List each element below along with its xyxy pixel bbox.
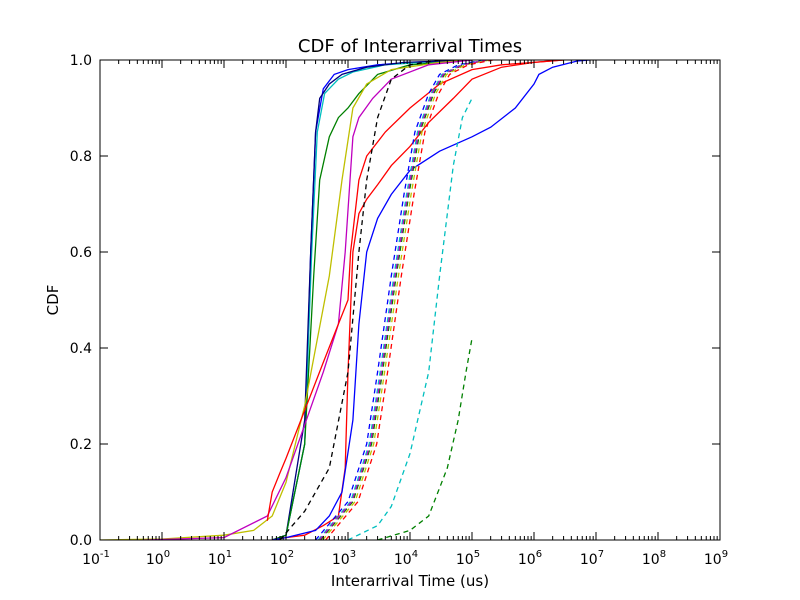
x-axis: 10-1 100 101 102 103 104 105 106 107 108 109 — [82, 60, 728, 568]
x-axis-label: Interarrival Time (us) — [331, 572, 489, 590]
series-line-13 — [322, 60, 491, 540]
x-tick-label: 100 — [146, 549, 170, 568]
x-tick-label: 109 — [704, 549, 728, 568]
x-tick-label: 102 — [270, 549, 294, 568]
series-line-9 — [279, 60, 440, 540]
series-line-14 — [318, 60, 487, 540]
y-axis: 0.0 0.2 0.4 0.6 0.8 1.0 — [70, 53, 720, 549]
plot-area — [100, 60, 591, 540]
x-tick-label: 108 — [642, 549, 666, 568]
x-tick-label: 103 — [332, 549, 356, 568]
x-tick-label: 105 — [456, 549, 480, 568]
series-line-2 — [271, 60, 473, 540]
series-line-4 — [100, 60, 473, 540]
series-group — [100, 60, 591, 540]
x-tick-label: 107 — [580, 549, 604, 568]
y-tick-label: 0.8 — [70, 149, 92, 165]
y-tick-label: 0.4 — [70, 341, 92, 357]
series-line-16 — [347, 98, 473, 540]
y-tick-label: 0.6 — [70, 245, 92, 261]
series-line-3 — [271, 60, 473, 540]
series-line-5 — [143, 60, 473, 540]
y-tick-label: 0.0 — [70, 533, 92, 549]
series-line-10 — [315, 60, 484, 540]
x-tick-label: 104 — [394, 549, 418, 568]
x-tick-label: 101 — [208, 549, 232, 568]
chart-title: CDF of Interarrival Times — [298, 36, 522, 57]
y-axis-label: CDF — [44, 285, 62, 316]
y-tick-label: 0.2 — [70, 437, 92, 453]
series-line-8 — [272, 60, 591, 540]
series-line-6 — [266, 60, 564, 521]
series-line-17 — [377, 338, 473, 540]
x-tick-label: 10-1 — [82, 549, 110, 568]
series-line-7 — [272, 60, 564, 540]
x-tick-label: 106 — [518, 549, 542, 568]
y-tick-label: 1.0 — [70, 53, 92, 69]
series-line-15 — [325, 60, 494, 540]
